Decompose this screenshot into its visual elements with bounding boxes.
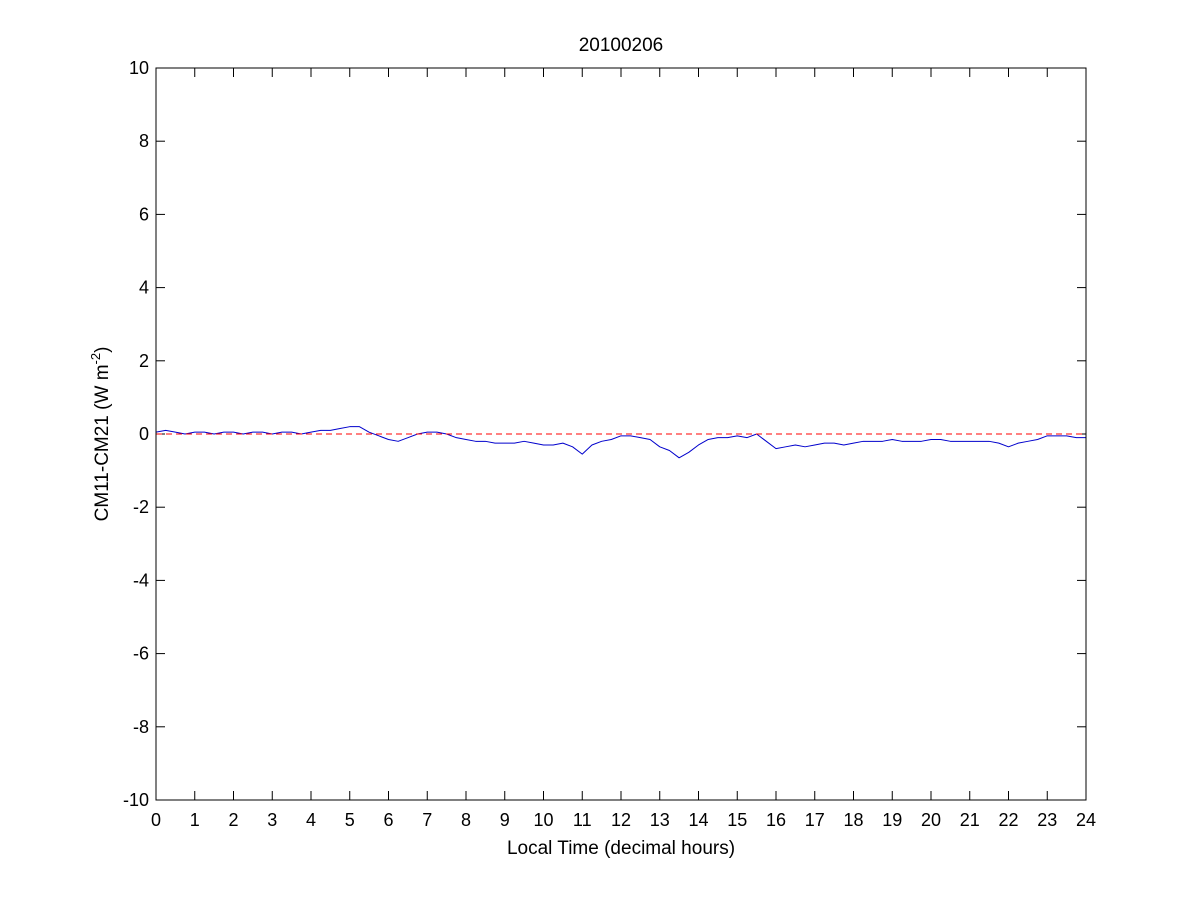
x-tick-label: 3 [267, 810, 277, 830]
x-axis-label: Local Time (decimal hours) [507, 838, 735, 859]
x-tick-label: 5 [345, 810, 355, 830]
x-tick-label: 19 [882, 810, 902, 830]
chart-title: 20100206 [579, 35, 664, 56]
x-ticks [155, 68, 1087, 800]
y-axis-label-group: CM11-CM21 (W m-2) [88, 347, 113, 522]
x-tick-label: 18 [843, 810, 863, 830]
x-tick-label: 12 [611, 810, 631, 830]
y-axis-label-close: ) [92, 347, 113, 353]
y-axis-label-main: CM11-CM21 (W m [92, 364, 113, 521]
x-tick-label: 20 [921, 810, 941, 830]
x-tick-label: 4 [306, 810, 316, 830]
x-tick-label: 14 [688, 810, 708, 830]
y-axis-label: CM11-CM21 (W m-2) [88, 347, 113, 522]
plot-frame [155, 67, 1087, 801]
y-tick-label: 4 [139, 278, 149, 298]
plot-series [155, 426, 1086, 459]
x-tick-label: 9 [500, 810, 510, 830]
y-tick-label: 6 [139, 204, 149, 224]
x-tick-label: 6 [383, 810, 393, 830]
x-tick-label: 17 [805, 810, 825, 830]
y-tick-label: -2 [133, 497, 149, 517]
x-tick-label: 24 [1076, 810, 1096, 830]
y-tick-label: -10 [123, 790, 149, 810]
x-tick-label: 15 [727, 810, 747, 830]
y-axis-label-superscript: -2 [88, 353, 103, 365]
y-tick-label: 0 [139, 424, 149, 444]
x-tick-label: 8 [461, 810, 471, 830]
x-tick-label: 2 [228, 810, 238, 830]
x-tick-label: 23 [1037, 810, 1057, 830]
y-tick-label: 2 [139, 351, 149, 371]
y-tick-label: -6 [133, 644, 149, 664]
x-tick-label: 13 [650, 810, 670, 830]
y-tick-label: -8 [133, 717, 149, 737]
x-tick-label: 22 [998, 810, 1018, 830]
x-tick-label: 16 [766, 810, 786, 830]
data-series-line [155, 426, 1086, 459]
x-tick-label: 1 [190, 810, 200, 830]
y-tick-label: -4 [133, 570, 149, 590]
x-tick-label: 11 [573, 810, 592, 830]
x-tick-labels: 0 1 2 3 4 5 6 7 8 9 10 11 12 13 14 15 16 17 18 19 20 21 22 23 24 [151, 810, 1096, 830]
y-tick-label: 8 [139, 131, 149, 151]
x-tick-label: 21 [960, 810, 980, 830]
x-tick-label: 0 [151, 810, 161, 830]
x-tick-label: 7 [422, 810, 432, 830]
x-tick-label: 10 [533, 810, 553, 830]
y-tick-labels: -10 -8 -6 -4 -2 0 2 4 6 8 10 [123, 58, 149, 810]
y-tick-label: 10 [129, 58, 149, 78]
